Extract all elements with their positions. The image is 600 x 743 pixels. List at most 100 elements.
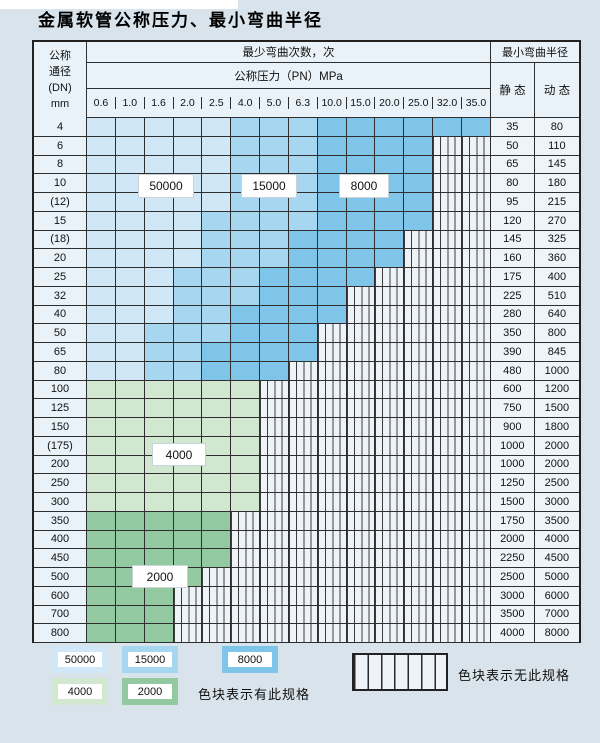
available-cell [288,118,318,137]
dynamic-radius-cell: 3000 [534,493,579,512]
dn-cell: 25 [34,268,87,287]
unavailable-cell [202,605,232,625]
unavailable-cell [202,586,232,606]
dn-cell: 65 [34,343,87,362]
static-radius-cell: 1500 [490,493,535,512]
static-radius-cell: 120 [490,211,535,231]
legend-stripe-box [352,653,448,691]
unavailable-cell [260,493,289,512]
unavailable-cell [260,586,289,606]
available-cell [202,530,232,550]
legend-chip-label: 2000 [137,685,163,698]
unavailable-cell [288,511,318,531]
available-cell [317,118,347,137]
available-cell [346,136,376,156]
dynamic-radius-cell: 360 [534,249,579,268]
available-cell [202,305,232,325]
unavailable-cell [375,605,405,625]
unavailable-cell [433,568,462,587]
dn-cell: 10 [34,174,87,193]
static-radius-cell: 750 [490,399,535,418]
unavailable-cell [404,361,434,381]
unavailable-cell [433,136,462,156]
static-radius-cell: 900 [490,418,535,437]
available-cell [346,249,376,268]
unavailable-cell [404,305,434,325]
available-cell [87,249,116,268]
available-cell [115,286,145,306]
unavailable-cell [231,624,261,643]
unavailable-cell [173,624,203,643]
available-cell [115,268,145,287]
available-cell [115,530,145,550]
dynamic-radius-cell: 1500 [534,399,579,418]
available-cell [375,249,405,268]
unavailable-cell [231,605,261,625]
available-cell [144,249,174,268]
unavailable-cell [288,586,318,606]
dynamic-column-header: 动 态 [535,63,579,118]
bend-count-label: 2000 [132,565,188,588]
bend-count-label: 50000 [138,174,194,198]
available-cell [231,155,261,175]
dn-cell: 450 [34,549,87,568]
available-cell [202,455,232,475]
dn-cell: 40 [34,305,87,325]
available-cell [87,380,116,400]
table-row: 15 120 270 [34,211,579,231]
unavailable-cell [231,530,261,550]
static-radius-cell: 350 [490,324,535,343]
available-cell [144,493,174,512]
available-cell [317,230,347,250]
available-cell [173,511,203,531]
legend-chip-label: 8000 [237,653,263,666]
available-cell [202,286,232,306]
dn-cell: 8 [34,155,87,175]
available-cell [260,155,289,175]
unavailable-cell [404,474,434,493]
table-row: 10 80 180 [34,174,579,193]
unavailable-cell [433,361,462,381]
available-cell [115,511,145,531]
pressure-tick: 32.0 [433,97,462,109]
dynamic-radius-cell: 1200 [534,380,579,400]
unavailable-cell [461,436,491,456]
static-radius-cell: 175 [490,268,535,287]
available-cell [231,230,261,250]
unavailable-cell [260,568,289,587]
available-cell [202,324,232,343]
unavailable-cell [375,530,405,550]
available-cell [375,230,405,250]
available-cell [115,455,145,475]
available-cell [433,118,462,137]
unavailable-cell [404,399,434,418]
dynamic-radius-cell: 2500 [534,474,579,493]
unavailable-cell [433,436,462,456]
static-radius-cell: 1250 [490,474,535,493]
unavailable-cell [433,624,462,643]
dn-cell: 100 [34,380,87,400]
dn-header-line: 通径 [49,66,71,78]
available-cell [173,136,203,156]
unavailable-cell [433,286,462,306]
bend-count-label: 4000 [152,443,206,466]
unavailable-cell [317,493,347,512]
available-cell [317,268,347,287]
pressure-tick: 35.0 [461,97,490,109]
unavailable-cell [346,474,376,493]
unavailable-cell [317,511,347,531]
available-cell [231,343,261,362]
unavailable-cell [375,380,405,400]
unavailable-cell [461,380,491,400]
available-cell [260,268,289,287]
dn-header-line: (DN) [48,82,72,94]
unavailable-cell [461,286,491,306]
unavailable-cell [173,605,203,625]
available-cell [173,211,203,231]
unavailable-cell [404,249,434,268]
available-cell [317,136,347,156]
static-radius-cell: 145 [490,230,535,250]
pressure-tick: 5.0 [260,97,289,109]
available-cell [404,193,434,212]
unavailable-cell [375,568,405,587]
